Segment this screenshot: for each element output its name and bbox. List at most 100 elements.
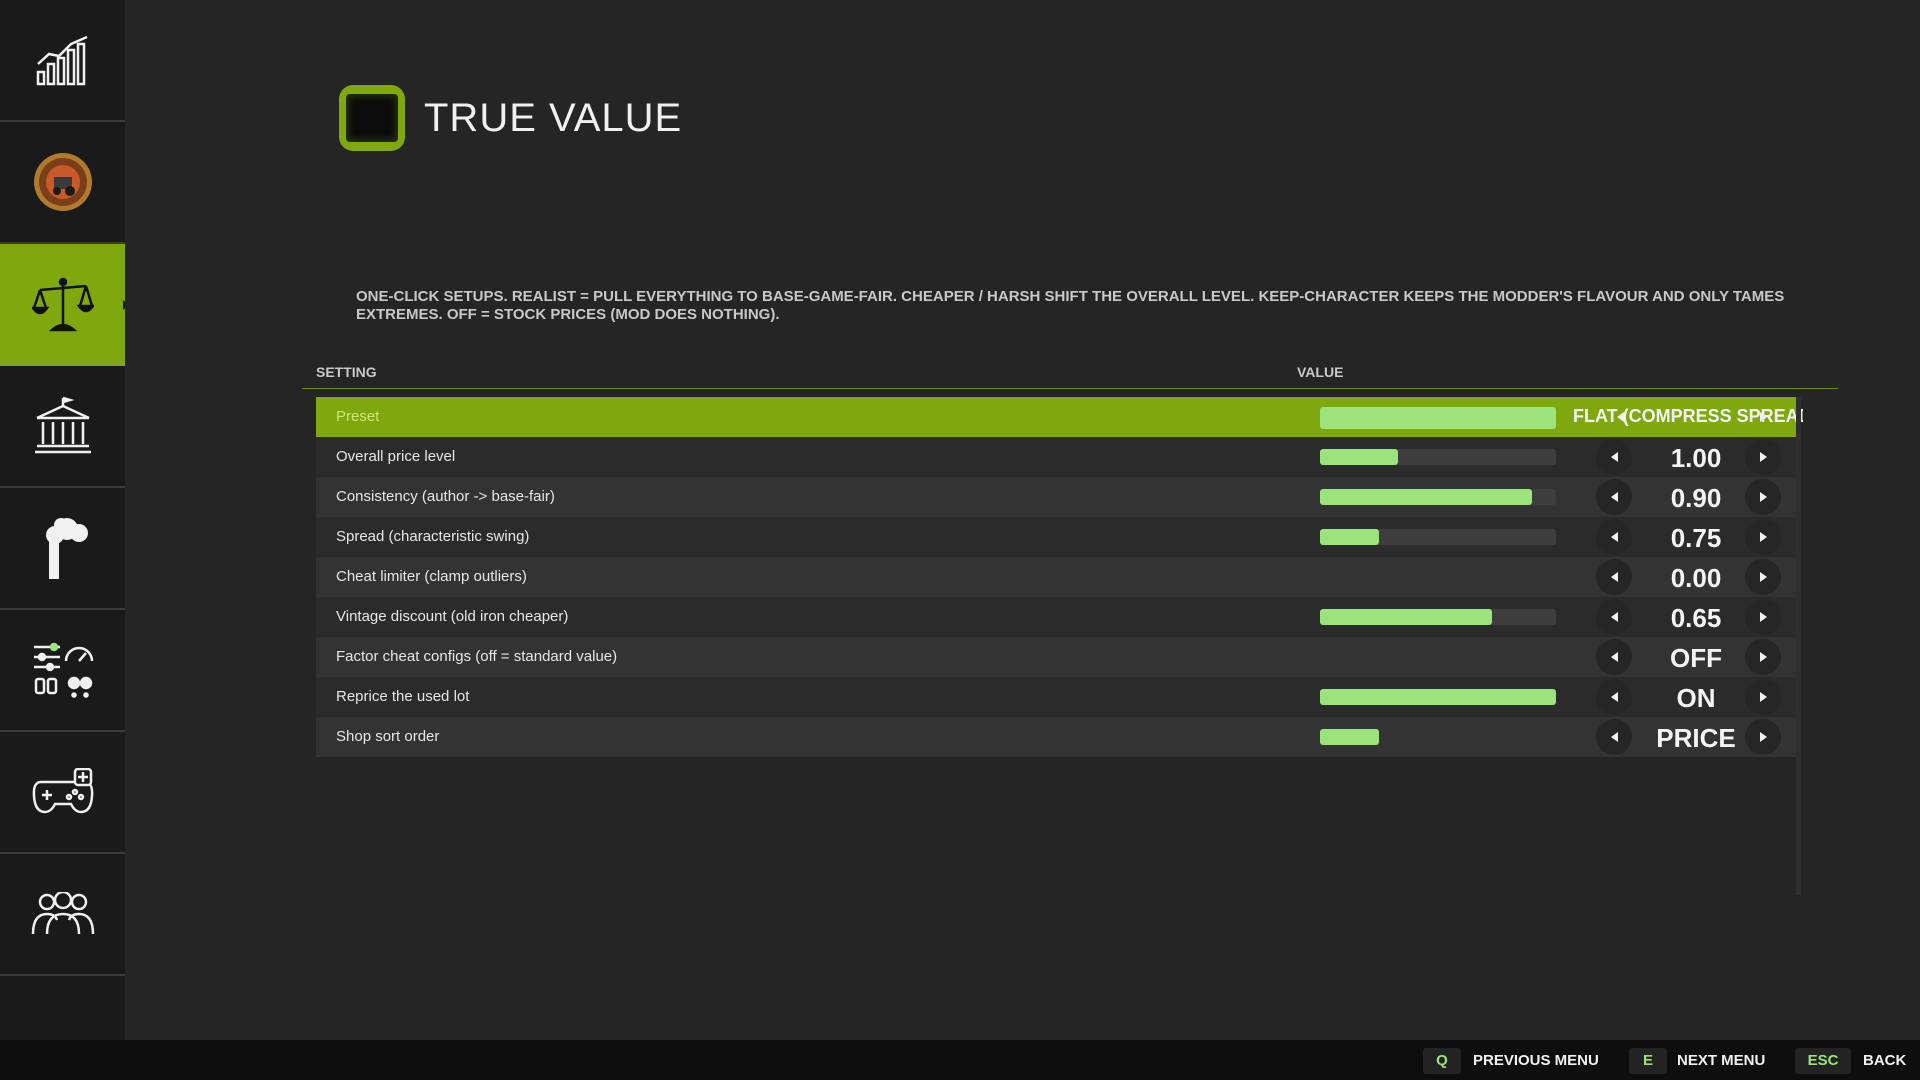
decrease-arrow-button[interactable] [1596, 519, 1632, 555]
arrow-left-icon [1610, 492, 1618, 502]
previous-menu-key[interactable]: Q [1423, 1048, 1461, 1074]
setting-label: Shop sort order [336, 728, 440, 745]
value-bar-fill [1320, 449, 1398, 465]
value-bar-track [1320, 689, 1556, 705]
increase-arrow-button[interactable] [1745, 439, 1781, 475]
arrow-left-icon [1616, 412, 1624, 422]
sidebar [0, 0, 125, 1040]
arrow-left-icon [1610, 572, 1618, 582]
decrease-arrow-button[interactable] [1596, 679, 1632, 715]
setting-row[interactable]: Vintage discount (old iron cheaper) 0.65 [316, 597, 1796, 637]
setting-value: 0.75 [1670, 523, 1722, 553]
settings-list: Preset FLAT (COMPRESS SPREAD Overall price… [316, 397, 1803, 757]
bank-building-icon [34, 396, 91, 454]
sidebar-item-emblem[interactable] [0, 122, 125, 244]
active-indicator-dot [123, 300, 125, 310]
arrow-left-icon [1610, 652, 1618, 662]
increase-arrow-button[interactable] [1745, 519, 1781, 555]
setting-label: Overall price level [336, 448, 456, 465]
factory-chimney-icon [45, 518, 88, 579]
setting-label: Reprice the used lot [336, 688, 470, 705]
setting-column-header: SETTING [316, 364, 377, 380]
arrow-right-icon [1759, 412, 1767, 422]
setting-row[interactable]: Factor cheat configs (off = standard val… [316, 637, 1796, 677]
setting-value: 0.00 [1670, 563, 1722, 593]
setting-row[interactable]: Preset FLAT (COMPRESS SPREAD [316, 397, 1803, 437]
sidebar-item-bank[interactable] [0, 366, 125, 488]
arrow-left-icon [1610, 452, 1618, 462]
decrease-arrow-button[interactable] [1596, 479, 1632, 515]
back-key[interactable]: ESC [1795, 1048, 1851, 1074]
setting-row[interactable]: Cheat limiter (clamp outliers) 0.00 [316, 557, 1796, 597]
page-title: TRUE VALUE [424, 96, 683, 140]
value-bar-track [1320, 729, 1556, 745]
arrow-right-icon [1759, 532, 1767, 542]
value-bar-fill [1320, 529, 1379, 545]
next-menu-key[interactable]: E [1629, 1048, 1667, 1074]
increase-arrow-button[interactable] [1745, 599, 1781, 635]
page-description: ONE-CLICK SETUPS. REALIST = PULL EVERYTH… [356, 288, 1785, 323]
balance-scale-icon [31, 277, 94, 332]
sidebar-item-stats[interactable] [0, 0, 125, 122]
arrow-right-icon [1759, 572, 1767, 582]
setting-label: Factor cheat configs (off = standard val… [336, 648, 618, 665]
decrease-arrow-button[interactable] [1596, 559, 1632, 595]
increase-arrow-button[interactable] [1745, 559, 1781, 595]
arrow-right-icon [1759, 612, 1767, 622]
arrow-right-icon [1759, 732, 1767, 742]
sidebar-item-true-value[interactable] [0, 244, 125, 366]
scrollbar[interactable] [1796, 397, 1801, 895]
previous-menu-label[interactable]: PREVIOUS MENU [1473, 1052, 1599, 1069]
value-bar-track [1320, 449, 1556, 465]
increase-arrow-button[interactable] [1745, 719, 1781, 755]
increase-arrow-button[interactable] [1745, 639, 1781, 675]
arrow-left-icon [1610, 732, 1618, 742]
arrow-left-icon [1610, 612, 1618, 622]
setting-row[interactable]: Shop sort order PRICE [316, 717, 1796, 757]
value-bar-fill [1320, 609, 1493, 625]
mod-logo-inner [346, 94, 398, 142]
value-bar-track [1320, 407, 1556, 429]
setting-label: Spread (characteristic swing) [336, 528, 530, 545]
decrease-arrow-button[interactable] [1602, 399, 1638, 435]
sidebar-item-community[interactable] [0, 854, 125, 976]
setting-row[interactable]: Consistency (author -> base-fair) 0.90 [316, 477, 1796, 517]
stats-chart-icon [36, 35, 88, 86]
setting-label: Preset [336, 408, 380, 425]
back-label[interactable]: BACK [1863, 1052, 1907, 1069]
increase-arrow-button[interactable] [1745, 479, 1781, 515]
sidebar-item-factory[interactable] [0, 488, 125, 610]
value-bar-fill [1320, 729, 1379, 745]
arrow-right-icon [1759, 452, 1767, 462]
sidebar-item-settings-2[interactable] [0, 976, 125, 1040]
sidebar-item-settings[interactable] [0, 610, 125, 732]
arrow-left-icon [1610, 692, 1618, 702]
increase-arrow-button[interactable] [1745, 679, 1781, 715]
setting-value: 0.90 [1670, 483, 1722, 513]
decrease-arrow-button[interactable] [1596, 719, 1632, 755]
arrow-left-icon [1610, 532, 1618, 542]
setting-value: FLAT (COMPRESS SPREAD [1573, 406, 1803, 426]
increase-arrow-button[interactable] [1745, 399, 1781, 435]
setting-value: OFF [1670, 643, 1722, 673]
setting-label: Consistency (author -> base-fair) [336, 488, 555, 505]
value-bar-track [1320, 489, 1556, 505]
arrow-right-icon [1759, 652, 1767, 662]
setting-row[interactable]: Spread (characteristic swing) 0.75 [316, 517, 1796, 557]
sidebar-item-controls[interactable] [0, 732, 125, 854]
decrease-arrow-button[interactable] [1596, 639, 1632, 675]
mod-logo [339, 85, 405, 151]
value-bar-fill [1320, 489, 1533, 505]
setting-value: 1.00 [1670, 443, 1722, 473]
decrease-arrow-button[interactable] [1596, 439, 1632, 475]
settings-sliders-icon-2 [32, 1007, 94, 1040]
setting-label: Cheat limiter (clamp outliers) [336, 568, 527, 585]
decrease-arrow-button[interactable] [1596, 599, 1632, 635]
next-menu-label[interactable]: NEXT MENU [1677, 1052, 1766, 1069]
setting-row[interactable]: Reprice the used lot ON [316, 677, 1796, 717]
value-bar-track [1320, 609, 1556, 625]
setting-value: PRICE [1656, 723, 1736, 753]
arrow-right-icon [1759, 492, 1767, 502]
scrollbar-thumb[interactable] [1796, 397, 1801, 895]
setting-row[interactable]: Overall price level 1.00 [316, 437, 1796, 477]
